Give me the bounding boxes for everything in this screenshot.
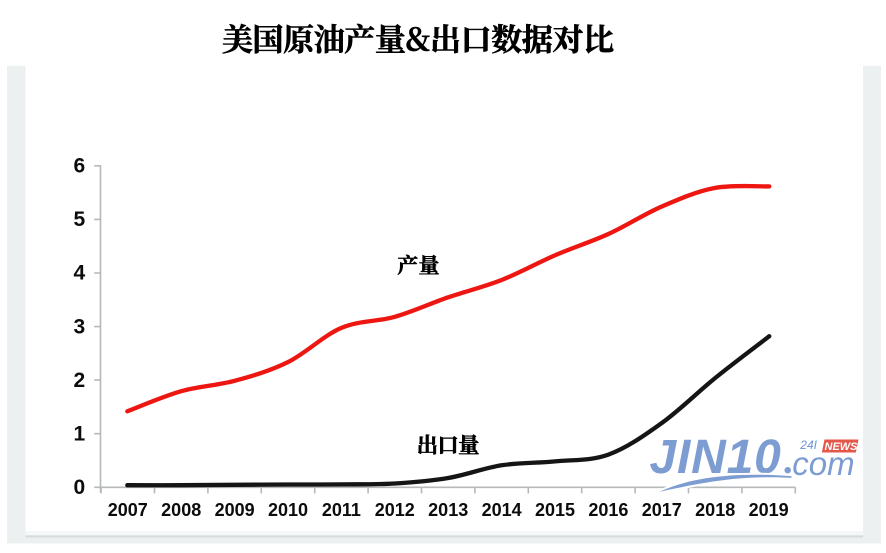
svg-text:3: 3 xyxy=(74,315,86,338)
svg-text:2019: 2019 xyxy=(749,500,789,520)
svg-text:2018: 2018 xyxy=(695,500,735,520)
svg-text:1: 1 xyxy=(74,422,86,445)
svg-text:24I: 24I xyxy=(799,438,817,452)
svg-text:2012: 2012 xyxy=(375,500,415,520)
svg-text:2016: 2016 xyxy=(588,500,628,520)
svg-text:2011: 2011 xyxy=(322,500,361,520)
svg-text:2009: 2009 xyxy=(215,500,255,520)
svg-text:2014: 2014 xyxy=(482,500,522,520)
svg-text:5: 5 xyxy=(74,208,86,231)
svg-text:6: 6 xyxy=(74,155,86,178)
svg-text:2008: 2008 xyxy=(161,500,201,520)
svg-text:4: 4 xyxy=(74,262,86,285)
svg-text:2: 2 xyxy=(74,369,86,392)
svg-text:2015: 2015 xyxy=(535,500,575,520)
svg-text:0: 0 xyxy=(74,476,86,499)
svg-text:2007: 2007 xyxy=(108,500,148,520)
svg-text:2010: 2010 xyxy=(268,500,308,520)
svg-text:NEWS: NEWS xyxy=(825,441,859,453)
svg-text:2013: 2013 xyxy=(428,500,468,520)
svg-text:2017: 2017 xyxy=(642,500,682,520)
